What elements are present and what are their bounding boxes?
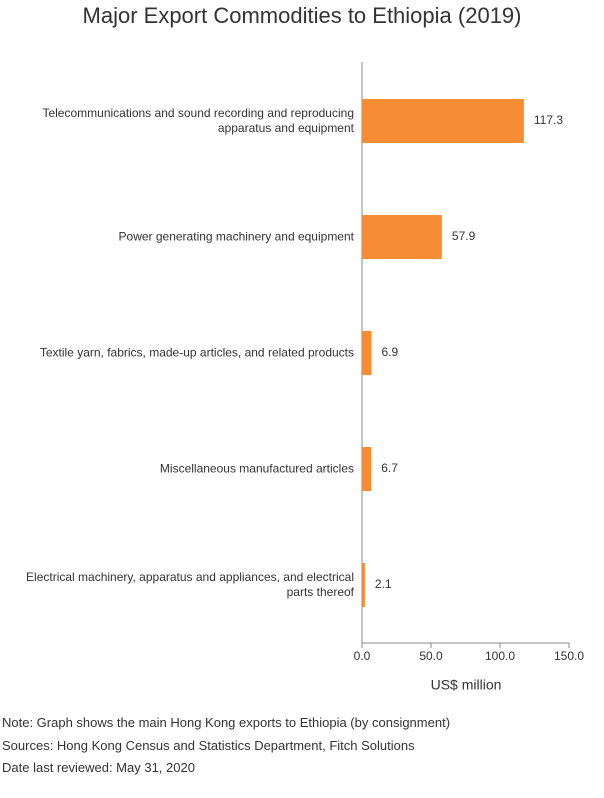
- note: Sources: Hong Kong Census and Statistics…: [2, 737, 415, 753]
- category-label: Power generating machinery and equipment: [118, 229, 354, 244]
- category-label: Electrical machinery, apparatus and appl…: [26, 570, 354, 599]
- note: Date last reviewed: May 31, 2020: [2, 760, 195, 775]
- bar: [362, 563, 365, 607]
- x-axis-label: US$ million: [431, 677, 502, 693]
- x-tick-label: 150.0: [554, 649, 584, 663]
- bar: [362, 331, 372, 375]
- bar: [362, 215, 442, 259]
- bar: [362, 99, 524, 143]
- x-tick-label: 50.0: [419, 649, 443, 663]
- value-label: 57.9: [452, 229, 476, 243]
- value-label: 6.9: [382, 345, 399, 359]
- value-label: 2.1: [375, 577, 392, 591]
- x-tick-label: 0.0: [354, 649, 371, 663]
- chart-title: Major Export Commodities to Ethiopia (20…: [83, 3, 522, 28]
- category-label: Miscellaneous manufactured articles: [159, 461, 354, 476]
- x-tick-label: 100.0: [485, 649, 515, 663]
- category-label: Textile yarn, fabrics, made-up articles,…: [39, 345, 354, 360]
- bar: [362, 447, 372, 491]
- category-label: Telecommunications and sound recording a…: [42, 106, 354, 135]
- value-label: 117.3: [534, 113, 563, 127]
- value-label: 6.7: [381, 461, 398, 475]
- note: Note: Graph shows the main Hong Kong exp…: [2, 715, 451, 730]
